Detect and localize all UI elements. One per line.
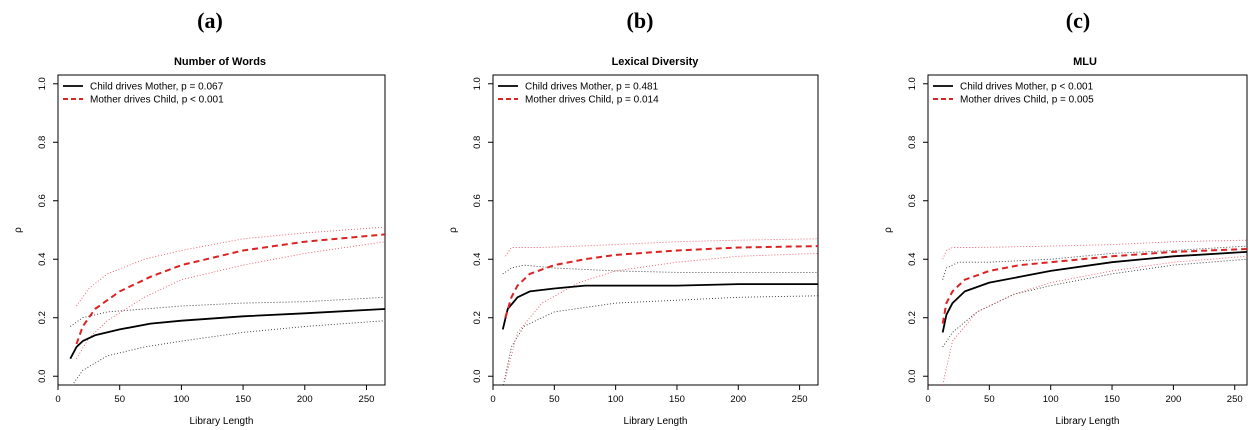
panel-label: (b) <box>627 8 654 33</box>
series-line-mother-lower <box>76 241 385 359</box>
x-tick-label: 250 <box>359 394 375 405</box>
series-line-child-upper <box>502 264 818 275</box>
series-line-mother-mean <box>75 233 385 345</box>
series-line-mother-upper <box>76 226 385 307</box>
chart-panel-1: (a) Number of Words 0 50 100 150 200 250 0.0 0.2 0… <box>13 8 386 427</box>
x-tick-label: 0 <box>490 394 495 405</box>
x-tick-label: 50 <box>984 394 995 405</box>
chart-title: Lexical Diversity <box>612 56 700 68</box>
series-line-child-mean <box>501 283 818 330</box>
y-tick-label: 0.4 <box>37 253 48 266</box>
x-tick-label: 50 <box>549 394 560 405</box>
plot-frame <box>927 74 1248 386</box>
y-tick-label: 0.8 <box>907 136 918 149</box>
x-axis-label: Library Length <box>1056 416 1120 427</box>
x-tick-label: 0 <box>55 394 60 405</box>
x-tick-label: 150 <box>1104 394 1120 405</box>
x-tick-label: 200 <box>297 394 313 405</box>
series-line-mother-upper <box>504 238 818 257</box>
series-line-child-lower <box>942 258 1247 348</box>
x-tick-label: 100 <box>173 394 189 405</box>
legend: Child drives Mother, p = 0.067 Mother dri… <box>63 82 224 106</box>
x-tick-label: 250 <box>792 394 808 405</box>
legend-entry: Child drives Mother, p < 0.001 <box>960 82 1094 93</box>
series-line-mother-mean <box>941 248 1247 324</box>
series-line-child-upper <box>942 245 1247 280</box>
y-tick-label: 1.0 <box>472 77 483 90</box>
y-tick-label: 0.6 <box>907 194 918 207</box>
legend-entry: Mother drives Child, p = 0.005 <box>960 95 1094 106</box>
chart-panel-2: (b) Lexical Diversity 0 50 100 150 200 250 0.0 0.… <box>448 8 819 427</box>
series-line-child-upper <box>70 296 385 327</box>
legend: Child drives Mother, p < 0.001 Mother dri… <box>933 82 1094 106</box>
x-tick-label: 200 <box>1165 394 1181 405</box>
chart-title: Number of Words <box>174 56 266 68</box>
y-axis-label: ρ <box>883 227 894 233</box>
x-tick-label: 200 <box>730 394 746 405</box>
y-tick-label: 0.4 <box>907 253 918 266</box>
legend-entry: Child drives Mother, p = 0.067 <box>90 82 224 93</box>
y-tick-label: 0.0 <box>37 370 48 383</box>
y-tick-label: 0.8 <box>472 136 483 149</box>
panel-label: (c) <box>1066 8 1090 33</box>
y-tick-label: 1.0 <box>37 77 48 90</box>
x-axis-label: Library Length <box>624 416 688 427</box>
y-axis-label: ρ <box>448 227 459 233</box>
x-tick-label: 250 <box>1227 394 1243 405</box>
y-tick-label: 0.2 <box>472 311 483 324</box>
legend-entry: Mother drives Child, p < 0.001 <box>90 95 224 106</box>
series-line-mother-lower <box>942 255 1247 385</box>
plot-frame <box>492 74 819 386</box>
x-tick-label: 0 <box>925 394 930 405</box>
series-line-child-mean <box>941 251 1247 333</box>
x-axis-label: Library Length <box>190 416 254 427</box>
x-tick-label: 150 <box>235 394 251 405</box>
y-tick-label: 0.0 <box>472 370 483 383</box>
chart-panel-3: (c) MLU 0 50 100 150 200 250 0.0 0.2 0.4 0.6 0.8 1.0 L… <box>883 8 1248 427</box>
series-line-child-lower <box>502 295 818 385</box>
y-tick-label: 0.8 <box>37 136 48 149</box>
legend-entry: Mother drives Child, p = 0.014 <box>525 95 659 106</box>
legend: Child drives Mother, p = 0.481 Mother dri… <box>498 82 659 106</box>
series-line-child-mean <box>69 308 385 360</box>
y-tick-label: 0.0 <box>907 370 918 383</box>
series-line-mother-lower <box>504 252 818 380</box>
y-tick-label: 1.0 <box>907 77 918 90</box>
x-tick-label: 50 <box>114 394 125 405</box>
y-tick-label: 0.6 <box>472 194 483 207</box>
y-tick-label: 0.2 <box>37 311 48 324</box>
y-tick-label: 0.6 <box>37 194 48 207</box>
legend-entry: Child drives Mother, p = 0.481 <box>525 82 659 93</box>
y-tick-label: 0.4 <box>472 253 483 266</box>
y-axis-label: ρ <box>13 227 24 233</box>
x-tick-label: 100 <box>608 394 624 405</box>
series-line-mother-upper <box>942 239 1247 260</box>
chart-title: MLU <box>1073 56 1097 68</box>
y-tick-label: 0.2 <box>907 311 918 324</box>
panel-label: (a) <box>197 8 223 33</box>
x-tick-label: 100 <box>1043 394 1059 405</box>
series-line-mother-mean <box>504 245 818 318</box>
plot-frame <box>57 74 386 386</box>
x-tick-label: 150 <box>669 394 685 405</box>
